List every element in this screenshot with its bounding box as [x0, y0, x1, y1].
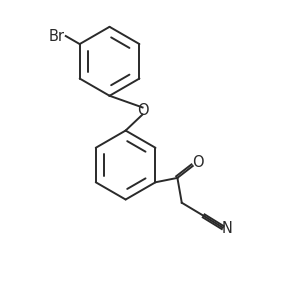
Text: O: O	[192, 155, 204, 170]
Text: O: O	[137, 104, 148, 119]
Text: N: N	[222, 221, 233, 236]
Text: Br: Br	[48, 29, 64, 44]
